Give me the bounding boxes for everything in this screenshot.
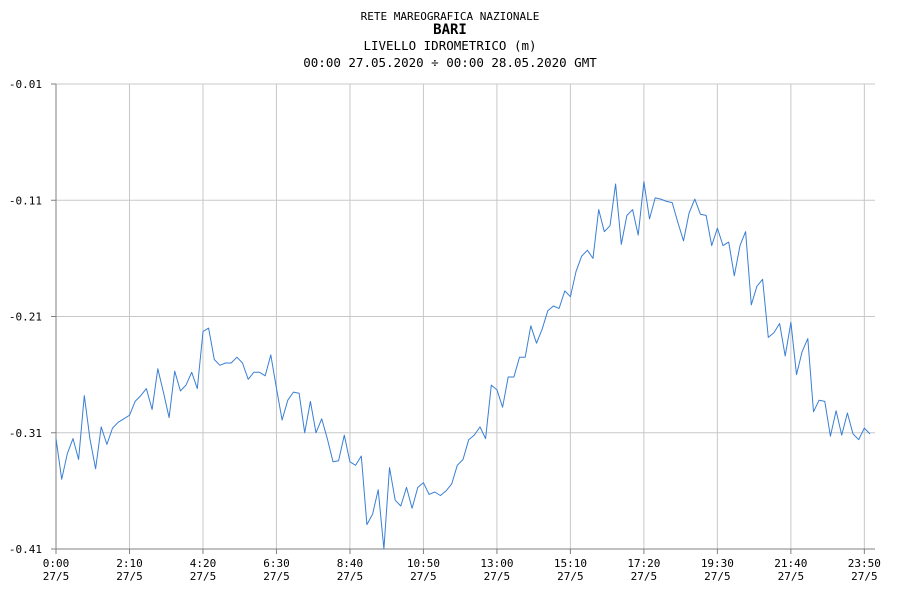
x-tick-label: 4:20	[190, 557, 217, 570]
x-tick-label: 13:00	[480, 557, 513, 570]
x-tick-date-label: 27/5	[337, 570, 364, 583]
series-layer	[55, 181, 871, 550]
x-tick-date-label: 27/5	[116, 570, 143, 583]
x-tick-label: 6:30	[263, 557, 290, 570]
tick-labels: -0.01-0.11-0.21-0.31-0.410:0027/52:1027/…	[9, 78, 881, 583]
x-tick-date-label: 27/5	[190, 570, 217, 583]
x-tick-date-label: 27/5	[484, 570, 511, 583]
y-tick-label: -0.11	[9, 194, 42, 207]
x-tick-label: 19:30	[701, 557, 734, 570]
x-tick-date-label: 27/5	[263, 570, 290, 583]
grid-layer	[55, 83, 875, 550]
y-tick-label: -0.21	[9, 311, 42, 324]
x-tick-date-label: 27/5	[43, 570, 70, 583]
y-tick-label: -0.01	[9, 78, 42, 91]
x-tick-date-label: 27/5	[631, 570, 658, 583]
network-title: RETE MAREOGRAFICA NAZIONALE	[360, 10, 540, 23]
station-title: BARI	[433, 22, 467, 38]
y-tick-label: -0.41	[9, 543, 42, 556]
x-tick-label: 8:40	[337, 557, 364, 570]
axis-layer	[51, 83, 875, 554]
water-level-series-line	[55, 181, 871, 550]
quantity-subtitle: LIVELLO IDROMETRICO (m)	[363, 38, 537, 53]
x-tick-label: 17:20	[627, 557, 660, 570]
y-tick-label: -0.31	[9, 427, 42, 440]
x-tick-date-label: 27/5	[778, 570, 805, 583]
x-tick-label: 0:00	[43, 557, 70, 570]
x-tick-label: 23:50	[848, 557, 881, 570]
x-tick-label: 2:10	[116, 557, 143, 570]
x-tick-date-label: 27/5	[704, 570, 731, 583]
period-subtitle: 00:00 27.05.2020 ÷ 00:00 28.05.2020 GMT	[303, 55, 597, 70]
x-tick-label: 10:50	[407, 557, 440, 570]
x-tick-label: 21:40	[774, 557, 807, 570]
x-tick-date-label: 27/5	[851, 570, 878, 583]
x-tick-date-label: 27/5	[410, 570, 437, 583]
x-tick-label: 15:10	[554, 557, 587, 570]
x-tick-date-label: 27/5	[557, 570, 584, 583]
